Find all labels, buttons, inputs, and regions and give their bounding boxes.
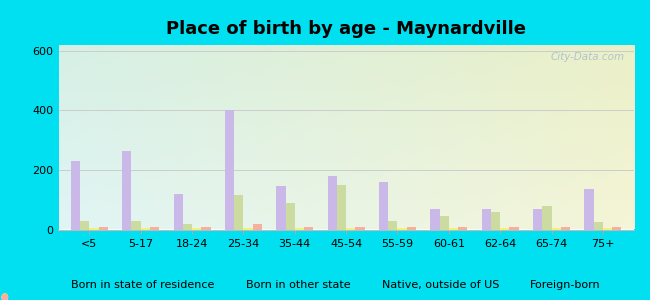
Bar <box>328 176 337 230</box>
Bar <box>304 227 313 230</box>
Bar <box>337 185 346 230</box>
Bar <box>285 203 294 230</box>
Title: Place of birth by age - Maynardville: Place of birth by age - Maynardville <box>166 20 526 38</box>
Bar <box>430 209 439 230</box>
Bar <box>407 227 416 230</box>
Bar <box>388 220 398 230</box>
Bar <box>612 227 621 230</box>
Bar <box>552 228 561 230</box>
Bar <box>174 194 183 230</box>
Bar <box>482 209 491 230</box>
Bar <box>80 220 89 230</box>
Bar <box>356 227 365 230</box>
Bar <box>542 206 552 230</box>
Bar <box>131 220 140 230</box>
Bar <box>510 227 519 230</box>
Bar <box>150 227 159 230</box>
Bar <box>561 227 570 230</box>
Bar <box>225 110 234 230</box>
Bar <box>603 228 612 230</box>
Bar <box>253 224 262 230</box>
Bar <box>89 228 99 230</box>
Bar <box>449 228 458 230</box>
Bar <box>346 228 356 230</box>
Bar <box>99 226 108 230</box>
Text: City-Data.com: City-Data.com <box>551 52 625 62</box>
Bar <box>71 161 80 230</box>
Bar <box>183 224 192 230</box>
Bar <box>593 222 603 230</box>
Bar <box>500 228 510 230</box>
Bar <box>140 228 150 230</box>
Bar <box>491 212 500 230</box>
Bar <box>202 227 211 230</box>
Legend: Born in state of residence, Born in other state, Native, outside of US, Foreign-: Born in state of residence, Born in othe… <box>45 275 605 294</box>
Bar <box>276 186 285 230</box>
Bar <box>398 228 407 230</box>
Bar <box>533 209 542 230</box>
Bar <box>234 195 243 230</box>
Bar <box>379 182 388 230</box>
Bar <box>584 189 593 230</box>
Bar <box>439 216 449 230</box>
Bar <box>192 228 202 230</box>
Bar <box>294 228 304 230</box>
Bar <box>243 228 253 230</box>
Bar <box>458 227 467 230</box>
Bar <box>122 151 131 230</box>
